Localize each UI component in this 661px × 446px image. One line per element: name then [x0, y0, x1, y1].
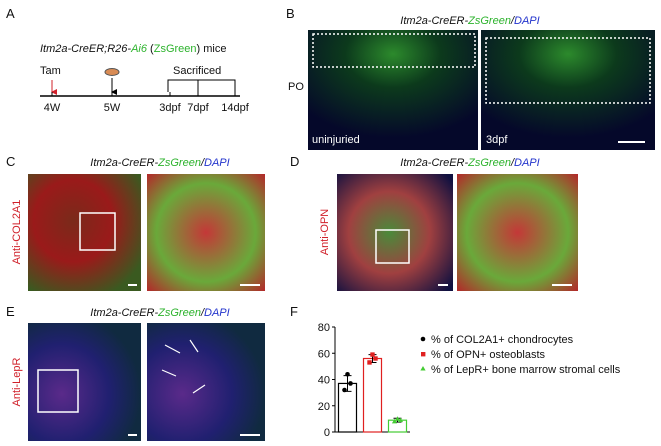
roi-box	[485, 37, 651, 104]
y-tick-label: 40	[318, 375, 330, 387]
image-label: 3dpf	[486, 134, 508, 146]
data-point	[367, 360, 372, 365]
side-label: PO	[288, 81, 304, 93]
panel-label: D	[290, 154, 299, 169]
panel-title: Itm2a-CreER-ZsGreen/DAPI	[90, 307, 229, 319]
legend-label: % of OPN+ osteoblasts	[431, 349, 546, 361]
y-tick-label: 60	[318, 348, 330, 360]
data-point	[373, 356, 378, 361]
side-label: Anti-LepR	[11, 357, 23, 406]
data-point	[342, 387, 347, 393]
timepoint-label: 7dpf	[187, 102, 209, 114]
roi-box	[37, 369, 79, 413]
timepoint-label: 5W	[104, 102, 121, 114]
micrograph	[147, 323, 265, 441]
legend-marker	[420, 336, 426, 342]
mouse-icon	[104, 68, 120, 76]
legend-marker	[421, 352, 426, 357]
bar	[362, 357, 383, 433]
y-tick-label: 0	[324, 427, 330, 439]
image-label: uninjuried	[312, 134, 360, 146]
data-point	[391, 418, 398, 424]
micrograph	[457, 174, 578, 291]
panel-label: B	[286, 6, 295, 21]
micrograph	[481, 30, 655, 150]
y-tick-label: 80	[318, 322, 330, 334]
data-point	[397, 417, 404, 423]
legend-marker	[420, 366, 426, 371]
y-tick-label: 20	[318, 401, 330, 413]
roi-box	[312, 33, 476, 68]
micrograph	[28, 323, 141, 441]
bracket	[167, 79, 236, 92]
micrograph	[147, 174, 265, 291]
legend-label: % of LepR+ bone marrow stromal cells	[431, 364, 621, 376]
timepoint-label: 3dpf	[159, 102, 181, 114]
panel-label: A	[6, 6, 15, 21]
panel-label: F	[290, 304, 298, 319]
data-point	[348, 381, 353, 386]
panel-title: Itm2a-CreER-ZsGreen/DAPI	[400, 157, 539, 169]
panel-label: E	[6, 304, 15, 319]
timepoint-label: 4W	[44, 102, 61, 114]
data-point	[345, 371, 350, 377]
side-label: Anti-COL2A1	[11, 200, 23, 265]
sacrificed-label: Sacrificed	[173, 65, 221, 77]
panel-label: C	[6, 154, 15, 169]
legend-label: % of COL2A1+ chondrocytes	[431, 334, 574, 346]
micrograph	[28, 174, 141, 291]
micrograph	[337, 174, 453, 291]
tam-label: Tam	[40, 65, 61, 77]
panel-title: Itm2a-CreER-ZsGreen/DAPI	[400, 15, 539, 27]
panel-title: Itm2a-CreER-ZsGreen/DAPI	[90, 157, 229, 169]
timepoint-label: 14dpf	[221, 102, 249, 114]
data-point	[394, 416, 401, 421]
data-point	[370, 352, 375, 357]
roi-box	[375, 229, 410, 264]
side-label: Anti-OPN	[319, 209, 331, 256]
roi-box	[79, 212, 116, 251]
micrograph	[308, 30, 478, 150]
arrows	[161, 339, 206, 394]
panel-title: Itm2a-CreER;R26-Ai6 (ZsGreen) mice	[40, 43, 226, 55]
